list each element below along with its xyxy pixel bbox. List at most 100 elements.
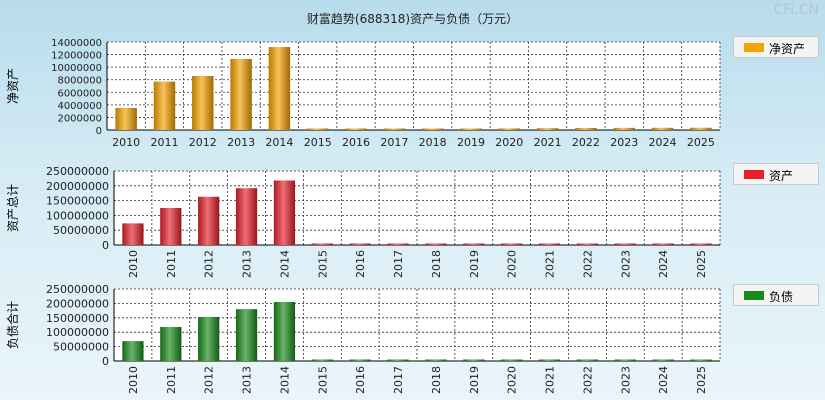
x-tick-label: 2012 (203, 250, 216, 278)
legend-net-assets: 净资产 (733, 36, 819, 58)
bar-2012 (192, 75, 214, 130)
bar-2019 (463, 243, 485, 245)
bar-2025 (690, 127, 712, 130)
x-tick-label: 2019 (468, 366, 481, 394)
y-tick-label: 200000000 (46, 180, 109, 193)
x-tick-label: 2018 (430, 250, 443, 278)
bar-2011 (160, 208, 182, 245)
x-tick-label: 2023 (619, 250, 632, 278)
bar-2015 (306, 128, 329, 130)
bar-2015 (311, 243, 333, 245)
x-tick-label: 2020 (506, 250, 519, 278)
x-tick-label: 2024 (657, 250, 670, 278)
y-axis-title: 净资产 (6, 68, 20, 104)
bar-2017 (387, 359, 409, 361)
bar-2018 (425, 359, 447, 361)
x-tick-label: 2022 (581, 366, 594, 394)
bar-2016 (349, 243, 371, 245)
bar-2019 (460, 128, 482, 130)
x-tick-label: 2025 (695, 366, 708, 394)
x-tick-label: 2019 (468, 250, 481, 278)
chart-title: 财富趋势(688318)资产与负债（万元） (306, 12, 519, 26)
x-tick-label: 2014 (278, 250, 291, 278)
x-tick-label: 2018 (430, 366, 443, 394)
y-tick-label: 0 (102, 355, 109, 368)
bar-2021 (538, 243, 561, 245)
y-tick-label: 50000000 (53, 224, 109, 237)
bar-2014 (273, 301, 296, 361)
x-tick-label: 2013 (227, 136, 255, 149)
x-tick-label: 2020 (506, 366, 519, 394)
x-tick-label: 2017 (392, 366, 405, 394)
x-tick-label: 2019 (457, 136, 485, 149)
bar-2011 (160, 327, 182, 361)
bar-2016 (349, 359, 371, 361)
y-axis-title: 资产总计 (6, 184, 20, 232)
bar-2021 (536, 128, 559, 130)
bar-2020 (501, 359, 523, 361)
x-tick-label: 2023 (619, 366, 632, 394)
legend-swatch-liabilities (744, 291, 764, 300)
x-tick-label: 2021 (544, 366, 557, 394)
bar-2022 (575, 127, 597, 130)
bar-2017 (387, 243, 409, 245)
bar-2015 (311, 359, 333, 361)
x-tick-label: 2011 (150, 136, 178, 149)
bar-2022 (576, 359, 599, 361)
x-tick-label: 2014 (265, 136, 293, 149)
bar-2021 (538, 359, 561, 361)
brand-logo: CFi.CN (773, 2, 819, 18)
x-tick-label: 2012 (203, 366, 216, 394)
x-tick-label: 2025 (695, 250, 708, 278)
y-tick-label: 50000000 (53, 341, 109, 354)
y-tick-label: 4000000 (57, 101, 102, 112)
x-tick-label: 2015 (304, 136, 332, 149)
y-tick-label: 100000000 (46, 209, 109, 222)
bar-2024 (652, 243, 674, 245)
bar-2025 (690, 359, 712, 361)
x-tick-label: 2020 (495, 136, 523, 149)
x-tick-label: 2025 (687, 136, 715, 149)
x-tick-label: 2021 (534, 136, 562, 149)
y-tick-label: 6000000 (57, 88, 102, 99)
x-tick-label: 2021 (544, 250, 557, 278)
bar-2012 (198, 316, 220, 361)
x-tick-label: 2010 (112, 136, 140, 149)
legend-label-liabilities: 负债 (769, 290, 794, 304)
legend-label-total-assets: 资产 (769, 169, 794, 183)
x-tick-label: 2012 (189, 136, 217, 149)
bar-2014 (268, 47, 291, 130)
legend-label-net-assets: 净资产 (769, 42, 806, 56)
x-tick-label: 2010 (127, 366, 140, 394)
y-tick-label: 150000000 (46, 195, 109, 208)
y-tick-label: 100000000 (46, 326, 109, 339)
x-tick-label: 2022 (581, 250, 594, 278)
y-tick-label: 250000000 (46, 283, 109, 296)
bar-2011 (153, 81, 176, 130)
x-tick-label: 2015 (316, 366, 329, 394)
y-tick-label: 14000000 (51, 38, 102, 49)
legend-total-assets: 资产 (733, 163, 819, 185)
bar-2010 (122, 223, 144, 245)
legend-swatch-total-assets (744, 170, 764, 179)
bar-2025 (690, 243, 712, 245)
x-tick-label: 2013 (241, 366, 254, 394)
bar-2010 (122, 341, 144, 361)
x-tick-label: 2016 (354, 250, 367, 278)
x-tick-label: 2016 (354, 366, 367, 394)
bar-2014 (273, 180, 296, 245)
bar-2018 (425, 243, 447, 245)
x-tick-label: 2011 (165, 250, 178, 278)
bar-2024 (651, 127, 674, 130)
x-tick-label: 2022 (572, 136, 600, 149)
bar-2010 (115, 108, 137, 130)
bar-2020 (501, 243, 523, 245)
y-axis-title: 负债合计 (5, 301, 20, 349)
bar-2022 (576, 243, 599, 245)
x-tick-label: 2018 (419, 136, 447, 149)
y-tick-label: 150000000 (46, 312, 109, 325)
bar-2013 (235, 188, 258, 245)
y-tick-label: 12000000 (51, 51, 102, 62)
y-tick-label: 200000000 (46, 297, 109, 310)
